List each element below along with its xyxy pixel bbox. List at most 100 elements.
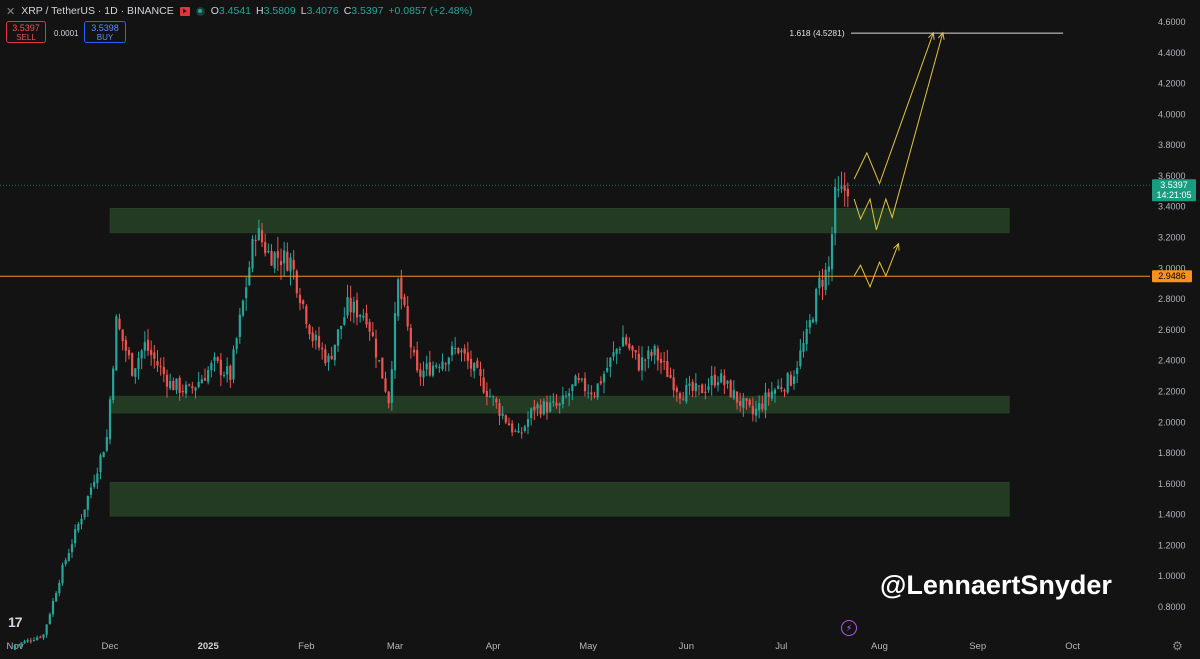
candle-body	[175, 378, 178, 391]
candle-body	[406, 306, 409, 327]
candle-body	[308, 325, 311, 335]
candle-body	[637, 353, 640, 371]
y-tick-label: 2.6000	[1158, 325, 1186, 335]
candle-body	[165, 374, 169, 387]
candle-body	[640, 357, 644, 371]
candle-body	[526, 419, 530, 427]
candle-body	[74, 529, 77, 544]
candle-body	[431, 365, 435, 376]
candle-body	[716, 382, 720, 386]
candle-body	[729, 380, 732, 398]
low-value: 3.4076	[306, 5, 339, 17]
candle-body	[761, 403, 764, 409]
candle-body	[701, 384, 704, 394]
candle-body	[384, 378, 387, 392]
candle-body	[58, 582, 61, 594]
candle-body	[691, 381, 694, 391]
candle-body	[127, 350, 131, 356]
candle-body	[327, 355, 330, 363]
projection-path-2[interactable]	[853, 32, 944, 230]
candle-body	[131, 353, 134, 376]
candle-body	[115, 316, 118, 371]
y-tick-label: 4.0000	[1158, 109, 1186, 119]
lightning-icon[interactable]: ⚡	[841, 620, 857, 636]
candle-body	[751, 406, 754, 415]
candle-body	[723, 375, 726, 386]
current-price-badge	[1152, 179, 1196, 202]
y-tick-label: 1.0000	[1158, 571, 1186, 581]
candle-body	[26, 639, 29, 642]
candle-body	[609, 357, 612, 368]
candle-body	[70, 544, 74, 553]
candle-body	[267, 250, 270, 253]
candle-body	[501, 413, 504, 416]
candle-body	[672, 377, 675, 391]
candle-body	[416, 350, 419, 371]
y-tick-label: 1.2000	[1158, 540, 1186, 550]
y-tick-label: 4.2000	[1158, 79, 1186, 89]
candle-body	[827, 266, 830, 272]
candle-body	[805, 328, 808, 345]
flag-icon[interactable]	[179, 6, 190, 16]
candle-body	[726, 380, 729, 384]
candle-body	[694, 383, 697, 392]
candle-body	[324, 349, 327, 364]
symbol-title[interactable]: XRP / TetherUS · 1D · BINANCE	[21, 5, 174, 17]
fib-level-label: 1.618 (4.5281)	[789, 28, 844, 38]
candle-body	[802, 343, 805, 352]
candle-body	[365, 312, 368, 325]
candle-body	[742, 397, 745, 408]
candle-body	[843, 185, 846, 191]
candle-body	[625, 337, 628, 345]
candle-body	[599, 381, 602, 384]
candle-body	[273, 252, 276, 269]
candle-body	[352, 301, 355, 313]
candle-body	[460, 350, 463, 353]
settings-gear-icon[interactable]: ⚙	[1172, 639, 1183, 653]
level-price-label: 2.9486	[1158, 271, 1186, 281]
candle-body	[289, 257, 292, 272]
candle-body	[368, 322, 371, 332]
candle-body	[403, 296, 406, 305]
candle-body	[447, 357, 450, 365]
countdown-label: 14:21:05	[1156, 190, 1191, 200]
projection-path-1[interactable]	[853, 32, 934, 186]
candle-body	[200, 379, 203, 384]
candle-body	[48, 614, 51, 624]
change-value: +0.0857 (+2.48%)	[388, 5, 473, 17]
y-tick-label: 2.4000	[1158, 356, 1186, 366]
candle-body	[422, 370, 425, 378]
candle-body	[754, 408, 758, 416]
candle-body	[834, 186, 837, 234]
candle-body	[419, 369, 422, 377]
candle-body	[162, 366, 165, 375]
candle-body	[397, 279, 400, 317]
candle-body	[286, 251, 289, 271]
candle-body	[184, 384, 188, 394]
candle-body	[840, 186, 843, 189]
sell-price: 3.5397	[12, 23, 40, 33]
candle-body	[498, 403, 501, 416]
y-tick-label: 3.2000	[1158, 233, 1186, 243]
candle-body	[685, 385, 688, 402]
candle-body	[615, 349, 618, 354]
close-value: 3.5397	[351, 5, 384, 17]
tradingview-logo[interactable]: 17	[8, 614, 23, 630]
y-tick-label: 4.6000	[1158, 17, 1186, 27]
candle-body	[412, 349, 416, 353]
candle-body	[577, 378, 580, 381]
x-tick-label: Feb	[298, 641, 314, 652]
candle-body	[720, 373, 723, 383]
candle-body	[89, 487, 93, 495]
projection-path-3[interactable]	[853, 243, 899, 289]
candle-body	[466, 352, 469, 361]
sell-button[interactable]: 3.5397 SELL	[6, 21, 46, 43]
buy-button[interactable]: 3.5398 BUY	[84, 21, 126, 43]
candle-body	[222, 375, 226, 377]
candle-body	[77, 523, 80, 531]
y-tick-label: 3.8000	[1158, 140, 1186, 150]
candle-body	[438, 367, 441, 369]
candle-body	[146, 339, 150, 351]
candle-body	[590, 392, 593, 395]
